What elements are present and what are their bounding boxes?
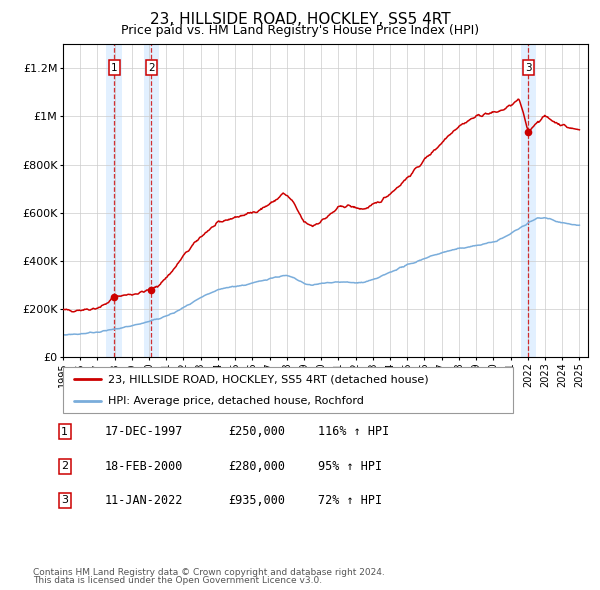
Text: Price paid vs. HM Land Registry's House Price Index (HPI): Price paid vs. HM Land Registry's House … — [121, 24, 479, 37]
Text: HPI: Average price, detached house, Rochford: HPI: Average price, detached house, Roch… — [108, 395, 364, 405]
Text: Contains HM Land Registry data © Crown copyright and database right 2024.: Contains HM Land Registry data © Crown c… — [33, 568, 385, 577]
Text: £250,000: £250,000 — [228, 425, 285, 438]
Text: 3: 3 — [525, 63, 532, 73]
Text: 11-JAN-2022: 11-JAN-2022 — [105, 494, 184, 507]
Text: 18-FEB-2000: 18-FEB-2000 — [105, 460, 184, 473]
Text: 72% ↑ HPI: 72% ↑ HPI — [318, 494, 382, 507]
Text: 23, HILLSIDE ROAD, HOCKLEY, SS5 4RT (detached house): 23, HILLSIDE ROAD, HOCKLEY, SS5 4RT (det… — [108, 375, 428, 385]
Text: £935,000: £935,000 — [228, 494, 285, 507]
Text: 1: 1 — [111, 63, 118, 73]
Text: 2: 2 — [148, 63, 155, 73]
Bar — [521, 44, 536, 357]
Text: This data is licensed under the Open Government Licence v3.0.: This data is licensed under the Open Gov… — [33, 576, 322, 585]
Text: £280,000: £280,000 — [228, 460, 285, 473]
Text: 2: 2 — [61, 461, 68, 471]
Text: 17-DEC-1997: 17-DEC-1997 — [105, 425, 184, 438]
Bar — [143, 44, 159, 357]
Bar — [106, 44, 122, 357]
Text: 23, HILLSIDE ROAD, HOCKLEY, SS5 4RT: 23, HILLSIDE ROAD, HOCKLEY, SS5 4RT — [149, 12, 451, 27]
Text: 3: 3 — [61, 496, 68, 505]
Text: 95% ↑ HPI: 95% ↑ HPI — [318, 460, 382, 473]
Text: 1: 1 — [61, 427, 68, 437]
FancyBboxPatch shape — [63, 367, 513, 413]
Text: 116% ↑ HPI: 116% ↑ HPI — [318, 425, 389, 438]
